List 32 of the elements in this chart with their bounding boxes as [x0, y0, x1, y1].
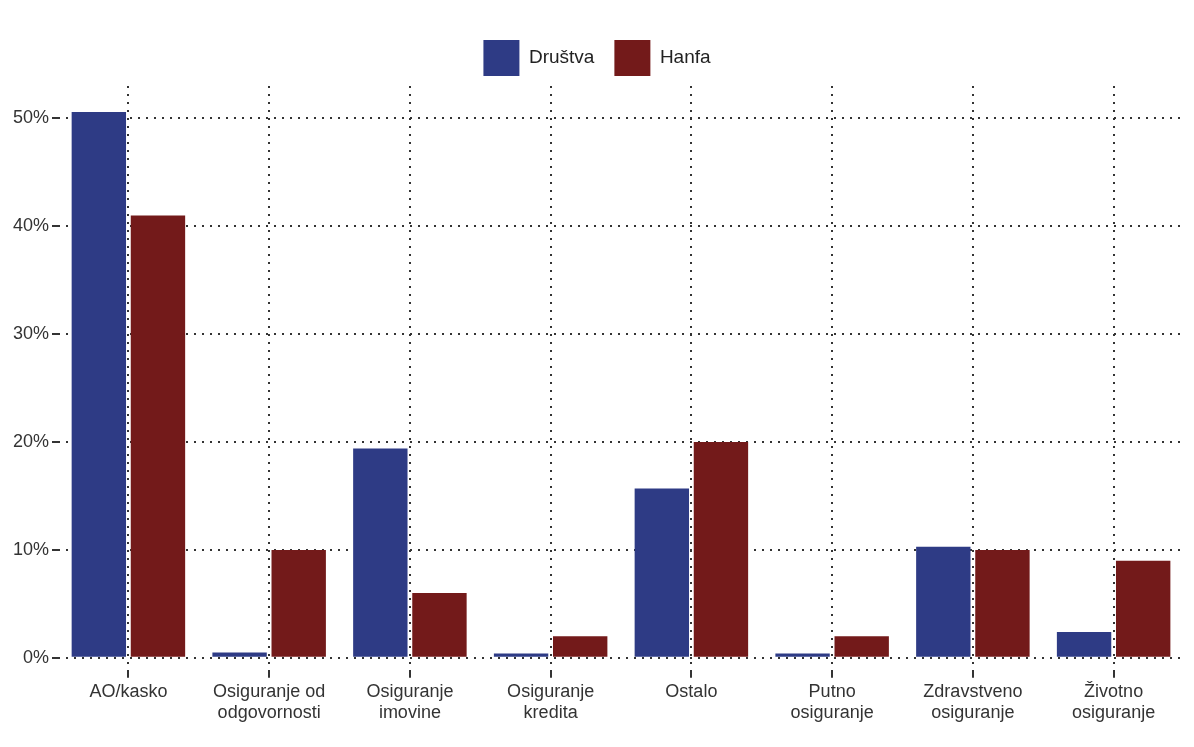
y-tick-label: 40% — [13, 215, 50, 236]
legend-label: Hanfa — [659, 46, 712, 68]
bar — [412, 593, 467, 657]
x-tick-label: Osiguranje od odgovornosti — [213, 680, 326, 723]
x-tick-label: Putno osiguranje — [790, 680, 874, 723]
bar — [553, 636, 608, 657]
x-tick-label: Ostalo — [665, 680, 718, 701]
y-tick-label: 0% — [23, 646, 50, 667]
legend-label: Društva — [528, 46, 595, 68]
bar — [493, 653, 549, 657]
bar — [353, 448, 408, 657]
bar — [834, 636, 889, 657]
y-tick-label: 10% — [13, 538, 50, 559]
x-tick-label: AO/kasko — [89, 680, 168, 701]
bar — [634, 488, 690, 657]
x-tick-label: Osiguranje kredita — [507, 680, 595, 723]
x-tick-label: Životno osiguranje — [1072, 680, 1156, 723]
x-tick-label: Zdravstveno osiguranje — [923, 680, 1023, 723]
y-tick-label: 30% — [13, 323, 50, 344]
y-tick-label: 50% — [13, 107, 50, 128]
bar — [775, 653, 830, 657]
bar — [1056, 631, 1112, 657]
bar — [1115, 560, 1171, 657]
bar — [130, 215, 186, 657]
y-tick-label: 20% — [13, 430, 50, 451]
bar — [71, 111, 127, 657]
bar — [975, 549, 1030, 657]
x-tick-label: Osiguranje imovine — [366, 680, 454, 723]
bar — [212, 652, 267, 657]
bar — [916, 546, 971, 657]
bar — [693, 442, 749, 657]
bar — [271, 549, 326, 657]
